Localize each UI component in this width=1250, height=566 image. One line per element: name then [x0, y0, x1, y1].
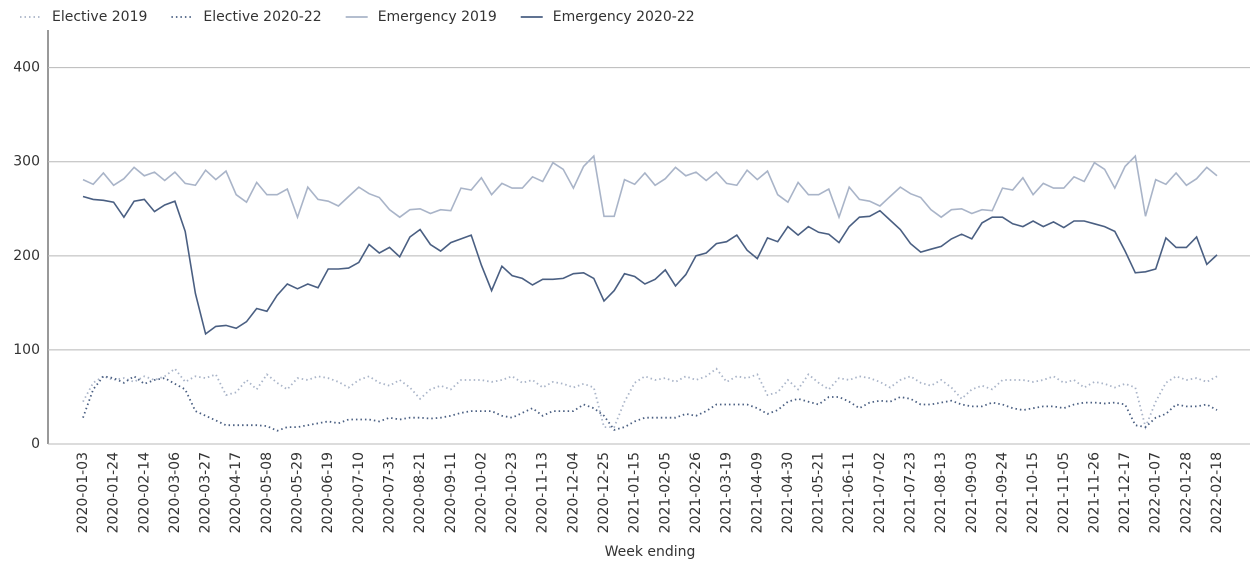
x-tick-label: 2022-01-28 [1178, 452, 1194, 533]
x-tick-label: 2020-05-08 [259, 452, 275, 533]
x-tick-label: 2020-05-29 [290, 452, 306, 533]
x-tick-label: 2020-12-04 [565, 452, 581, 533]
x-tick-label: 2021-11-26 [1086, 452, 1102, 533]
y-tick-label: 100 [13, 342, 40, 358]
x-tick-label: 2021-06-11 [841, 452, 857, 533]
legend-label: Emergency 2020-22 [553, 9, 695, 25]
x-tick-label: 2020-08-21 [412, 452, 428, 533]
x-tick-label: 2021-12-17 [1117, 452, 1133, 533]
y-tick-label: 400 [13, 60, 40, 76]
x-tick-label: 2020-01-03 [75, 452, 91, 533]
legend-label: Elective 2019 [52, 9, 147, 25]
x-tick-label: 2021-01-15 [627, 452, 643, 533]
x-tick-label: 2020-10-23 [504, 452, 520, 533]
x-tick-label: 2020-07-10 [351, 452, 367, 533]
x-tick-label: 2021-08-13 [933, 452, 949, 533]
x-tick-label: 2020-06-19 [320, 452, 336, 533]
x-tick-label: 2021-03-19 [719, 452, 735, 533]
x-tick-label: 2021-11-05 [1056, 452, 1072, 533]
x-tick-label: 2021-07-23 [903, 452, 919, 533]
series-line [82, 154, 1218, 220]
x-tick-label: 2021-04-09 [749, 452, 765, 533]
legend-label: Emergency 2019 [378, 9, 497, 25]
series-line [82, 375, 1218, 432]
series-line [82, 367, 1218, 430]
x-tick-label: 2020-09-11 [443, 452, 459, 533]
x-tick-label: 2021-02-05 [657, 452, 673, 533]
x-axis-label: Week ending [605, 544, 696, 560]
x-tick-label: 2022-01-07 [1148, 452, 1164, 533]
x-tick-label: 2020-10-02 [473, 452, 489, 533]
legend-label: Elective 2020-22 [203, 9, 321, 25]
x-tick-label: 2021-09-03 [964, 452, 980, 533]
x-tick-label: 2020-12-25 [596, 452, 612, 533]
y-tick-label: 0 [31, 436, 40, 452]
x-tick-label: 2021-10-15 [1025, 452, 1041, 533]
x-tick-label: 2020-07-31 [381, 452, 397, 533]
x-tick-label: 2020-03-27 [198, 452, 214, 533]
x-tick-label: 2020-03-06 [167, 452, 183, 533]
x-tick-label: 2020-01-24 [106, 452, 122, 533]
x-tick-label: 2020-04-17 [228, 452, 244, 533]
x-tick-label: 2021-02-26 [688, 452, 704, 533]
series-line [82, 195, 1218, 336]
x-tick-label: 2021-04-30 [780, 452, 796, 533]
x-tick-label: 2020-02-14 [136, 452, 152, 533]
x-tick-label: 2022-02-18 [1209, 452, 1225, 533]
x-tick-label: 2021-09-24 [994, 452, 1010, 533]
x-tick-label: 2020-11-13 [535, 452, 551, 533]
x-tick-label: 2021-07-02 [872, 452, 888, 533]
y-tick-label: 200 [13, 248, 40, 264]
x-tick-label: 2021-05-21 [811, 452, 827, 533]
y-tick-label: 300 [13, 154, 40, 170]
